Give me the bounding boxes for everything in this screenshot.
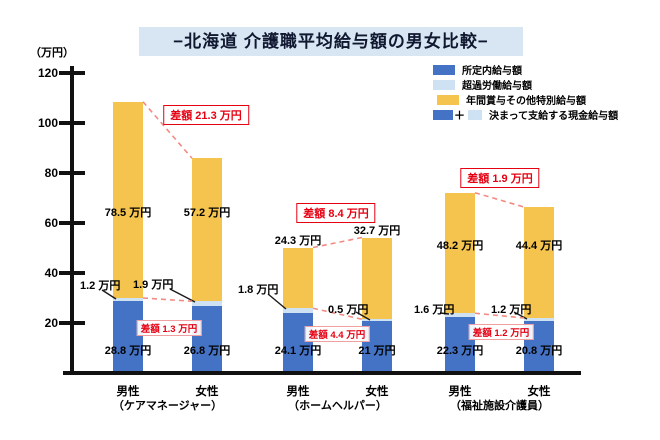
chart-title: −北海道 介護職平均給与額の男女比較− <box>139 27 523 56</box>
x-axis-sex-label: 女性 <box>365 386 389 398</box>
legend-swatch-lightblue <box>433 79 455 90</box>
bar-segment-bonus <box>445 192 475 314</box>
diff-dashed-line-top <box>474 191 525 208</box>
x-axis-sex-label: 男性 <box>286 386 310 398</box>
bar-segment-bonus <box>524 207 554 318</box>
diff-amount-box-top: 差額 1.9 万円 <box>460 168 540 188</box>
base-value-label: 21 万円 <box>358 345 396 357</box>
legend-item: 年間賞与その他特別給与額 <box>433 92 618 107</box>
x-axis-group-label: （福祉施設介護員） <box>450 400 549 412</box>
x-axis-group-label: （ホームヘルパー） <box>288 400 387 412</box>
bonus-value-label: 57.2 万円 <box>183 207 231 219</box>
overtime-value-label: 1.8 万円 <box>238 284 279 296</box>
bar-segment-overtime <box>113 298 143 301</box>
bonus-value-label: 32.7 万円 <box>353 225 401 237</box>
x-axis-sex-label: 女性 <box>527 386 551 398</box>
overtime-value-label: 0.5 万円 <box>328 304 369 316</box>
y-axis-line <box>70 66 74 375</box>
bar-segment-base <box>113 301 143 371</box>
diff-amount-box-bottom: 差額 1.3 万円 <box>136 320 202 336</box>
base-value-label: 28.8 万円 <box>104 345 152 357</box>
plus-sign: ＋ <box>454 109 465 122</box>
legend-swatch-overtime <box>468 109 482 120</box>
y-axis-tick-label: 100 <box>37 116 58 130</box>
bar-segment-overtime <box>192 301 222 306</box>
bar-segment-overtime <box>283 308 313 313</box>
bar-segment-overtime <box>445 313 475 318</box>
y-axis-tick <box>59 121 85 125</box>
y-axis-tick-label: 40 <box>44 266 58 280</box>
bar-segment-bonus <box>362 237 392 320</box>
overtime-value-label: 1.9 万円 <box>133 279 174 291</box>
overtime-value-label: 1.6 万円 <box>414 304 455 316</box>
y-axis-tick-label: 20 <box>44 316 58 330</box>
bar-segment-overtime <box>524 318 554 321</box>
x-axis-sex-label: 女性 <box>195 386 219 398</box>
diff-amount-box-bottom: 差額 1.2 万円 <box>468 324 534 340</box>
bar-segment-overtime <box>362 319 392 321</box>
legend-swatch-blue <box>433 64 455 75</box>
base-value-label: 20.8 万円 <box>515 345 563 357</box>
legend-label: 年間賞与その他特別給与額 <box>466 96 586 107</box>
bar-segment-bonus <box>283 247 313 309</box>
bonus-value-label: 44.4 万円 <box>515 240 563 252</box>
y-axis-tick-label: 60 <box>44 216 58 230</box>
overtime-value-label: 1.2 万円 <box>491 304 532 316</box>
x-axis-sex-label: 男性 <box>116 386 140 398</box>
bonus-value-label: 24.3 万円 <box>274 235 322 247</box>
legend-label: 所定内給与額 <box>462 66 522 77</box>
legend: 所定内給与額 超過労働給与額年間賞与その他特別給与額＋ 決まって支給する現金給与額 <box>433 62 618 122</box>
legend-swatch-base <box>433 109 453 120</box>
x-axis-group-label: （ケアマネージャー） <box>112 400 223 412</box>
diff-amount-box-top: 差額 21.3 万円 <box>163 105 249 125</box>
y-axis-unit-label: （万円） <box>30 47 74 59</box>
y-axis-tick-label: 120 <box>37 66 58 80</box>
bonus-value-label: 48.2 万円 <box>436 240 484 252</box>
legend-item: ＋ 決まって支給する現金給与額 <box>433 107 618 122</box>
y-axis-tick <box>59 321 85 325</box>
overtime-value-label: 1.2 万円 <box>80 280 121 292</box>
legend-item: 超過労働給与額 <box>433 77 618 92</box>
x-axis-sex-label: 男性 <box>448 386 472 398</box>
base-value-label: 22.3 万円 <box>436 345 484 357</box>
y-axis-tick <box>59 171 85 175</box>
x-axis-line <box>63 371 581 375</box>
legend-item: 所定内給与額 <box>433 62 618 77</box>
bonus-value-label: 78.5 万円 <box>104 207 152 219</box>
y-axis-tick <box>59 71 85 75</box>
legend-swatch-yellow <box>437 94 459 105</box>
y-axis-tick <box>59 221 85 225</box>
diff-dashed-line-bottom <box>142 297 193 303</box>
legend-label: 超過労働給与額 <box>462 81 532 92</box>
legend-label: 決まって支給する現金給与額 <box>489 111 619 122</box>
diff-amount-box-top: 差額 8.4 万円 <box>296 203 376 223</box>
y-axis-tick <box>59 271 85 275</box>
bar-segment-bonus <box>192 158 222 302</box>
y-axis-tick-label: 80 <box>44 166 58 180</box>
base-value-label: 24.1 万円 <box>274 345 322 357</box>
diff-amount-box-bottom: 差額 4.4 万円 <box>304 326 370 342</box>
bar-segment-base <box>192 306 222 371</box>
base-value-label: 26.8 万円 <box>183 345 231 357</box>
bar-segment-bonus <box>113 101 143 298</box>
